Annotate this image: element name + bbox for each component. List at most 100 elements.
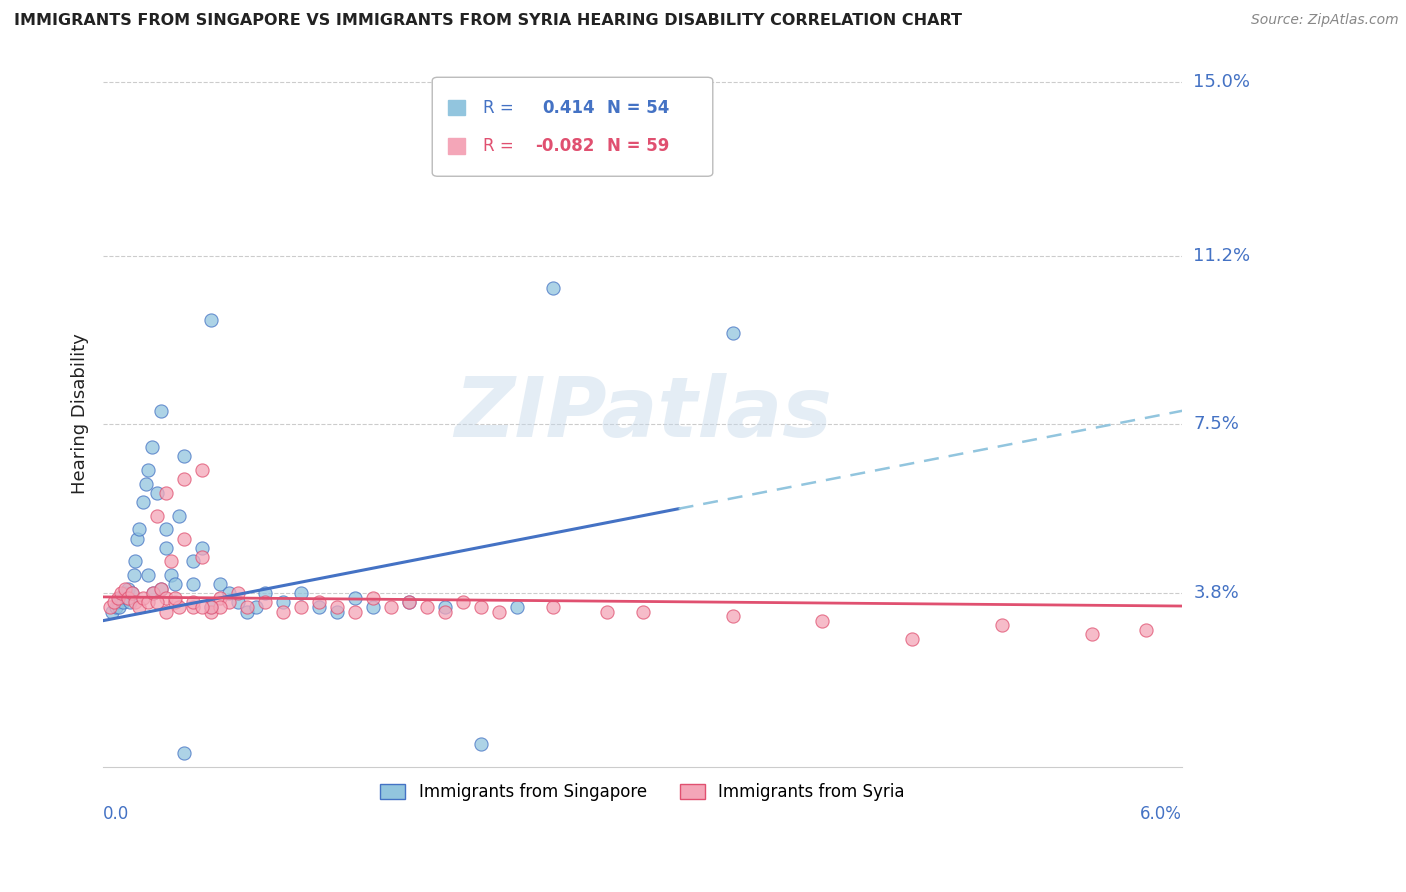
Point — [200, 605, 222, 619]
Point — [631, 605, 654, 619]
Point — [226, 595, 249, 609]
Point — [141, 440, 163, 454]
Point — [111, 595, 134, 609]
Point — [173, 472, 195, 486]
Point — [165, 577, 187, 591]
Point — [107, 595, 129, 609]
Point — [103, 595, 125, 609]
Text: ZIPatlas: ZIPatlas — [454, 373, 831, 454]
Text: 0.414: 0.414 — [543, 99, 595, 117]
Point — [160, 554, 183, 568]
Point — [136, 595, 159, 609]
Bar — [449, 100, 465, 115]
Point — [541, 599, 564, 614]
Point — [245, 599, 267, 614]
Point — [218, 595, 240, 609]
Point — [107, 591, 129, 605]
Text: 11.2%: 11.2% — [1194, 247, 1250, 265]
Point — [811, 614, 834, 628]
Point — [991, 618, 1014, 632]
Point — [380, 599, 402, 614]
Point — [181, 595, 204, 609]
Point — [155, 591, 177, 605]
Point — [1081, 627, 1104, 641]
Point — [131, 495, 153, 509]
Point — [128, 523, 150, 537]
Point — [595, 605, 617, 619]
Point — [361, 591, 384, 605]
Point — [124, 554, 146, 568]
Point — [149, 582, 172, 596]
Text: 3.8%: 3.8% — [1194, 584, 1239, 602]
Legend: Immigrants from Singapore, Immigrants from Syria: Immigrants from Singapore, Immigrants fr… — [374, 776, 911, 808]
Text: Source: ZipAtlas.com: Source: ZipAtlas.com — [1251, 13, 1399, 28]
Point — [160, 568, 183, 582]
Point — [308, 595, 330, 609]
Point — [290, 599, 312, 614]
Point — [181, 577, 204, 591]
Point — [121, 586, 143, 600]
Point — [343, 605, 366, 619]
Point — [200, 599, 222, 614]
Text: IMMIGRANTS FROM SINGAPORE VS IMMIGRANTS FROM SYRIA HEARING DISABILITY CORRELATIO: IMMIGRANTS FROM SINGAPORE VS IMMIGRANTS … — [14, 13, 962, 29]
Point — [191, 599, 214, 614]
Point — [155, 541, 177, 555]
Point — [236, 605, 259, 619]
Point — [120, 595, 142, 609]
Point — [433, 599, 456, 614]
Point — [101, 605, 124, 619]
Point — [200, 599, 222, 614]
Point — [149, 404, 172, 418]
Point — [136, 568, 159, 582]
Point — [146, 508, 169, 523]
Point — [146, 595, 169, 609]
Point — [181, 554, 204, 568]
Point — [142, 586, 165, 600]
Point — [253, 595, 276, 609]
Point — [433, 605, 456, 619]
Text: -0.082: -0.082 — [534, 136, 595, 155]
Point — [165, 595, 187, 609]
Point — [398, 595, 420, 609]
Point — [155, 523, 177, 537]
Point — [398, 595, 420, 609]
Point — [290, 586, 312, 600]
Point — [326, 599, 349, 614]
Point — [167, 508, 190, 523]
Point — [208, 577, 231, 591]
Point — [135, 476, 157, 491]
Point — [110, 586, 132, 600]
Point — [122, 568, 145, 582]
Point — [253, 586, 276, 600]
Point — [117, 582, 139, 596]
Point — [121, 586, 143, 600]
Point — [110, 591, 132, 605]
Point — [191, 463, 214, 477]
Point — [142, 586, 165, 600]
Point — [361, 599, 384, 614]
Text: N = 59: N = 59 — [607, 136, 669, 155]
Point — [131, 591, 153, 605]
Point — [155, 486, 177, 500]
Point — [104, 599, 127, 614]
Point — [114, 582, 136, 596]
Point — [271, 605, 294, 619]
Point — [136, 463, 159, 477]
Bar — [449, 138, 465, 153]
Point — [343, 591, 366, 605]
Point — [173, 746, 195, 760]
Point — [181, 599, 204, 614]
Point — [218, 586, 240, 600]
Point — [721, 609, 744, 624]
Point — [108, 599, 131, 614]
Point — [416, 599, 439, 614]
Point — [149, 582, 172, 596]
Point — [124, 595, 146, 609]
Text: 7.5%: 7.5% — [1194, 416, 1239, 434]
Point — [271, 595, 294, 609]
Point — [146, 486, 169, 500]
Point — [191, 541, 214, 555]
Point — [506, 599, 529, 614]
Point — [173, 532, 195, 546]
Point — [721, 326, 744, 341]
